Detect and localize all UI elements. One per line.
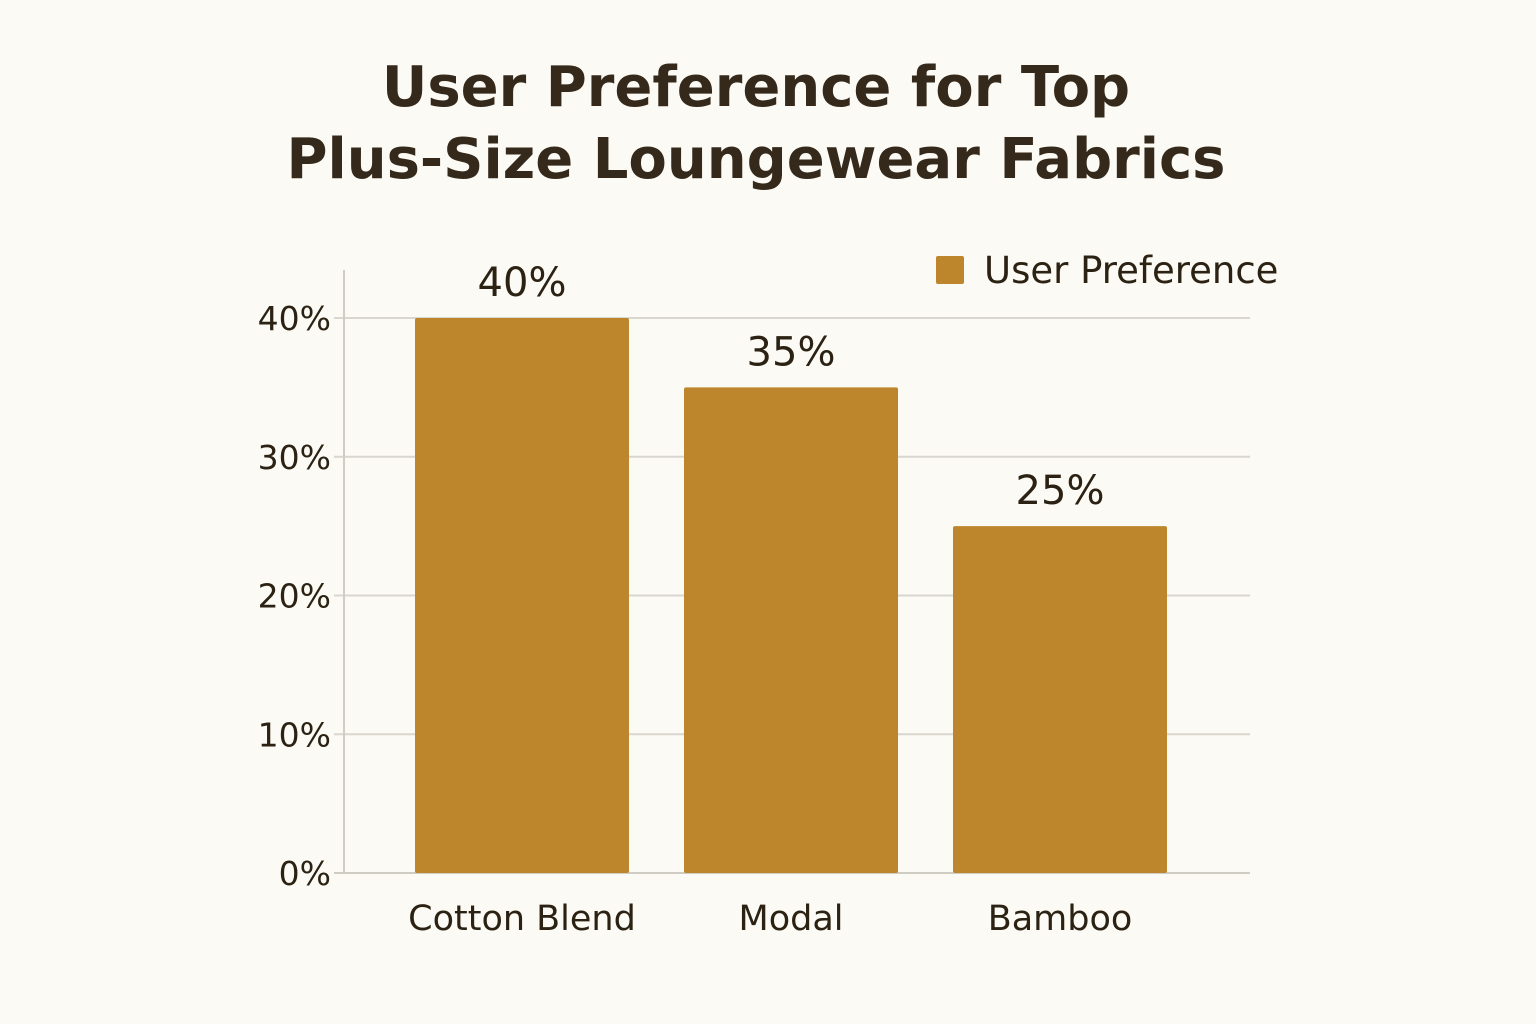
y-tick-label: 30%	[258, 438, 331, 477]
data-label: 35%	[747, 329, 836, 375]
chart-title-line-1: User Preference for Top	[381, 55, 1131, 120]
bar	[953, 526, 1167, 873]
data-label: 40%	[478, 260, 567, 306]
x-tick-label: Bamboo	[988, 899, 1133, 939]
x-tick-label: Cotton Blend	[408, 899, 636, 939]
bars	[415, 318, 1167, 873]
legend-label: User Preference	[984, 249, 1278, 292]
bar	[684, 387, 898, 873]
x-tick-label: Modal	[739, 899, 844, 939]
data-label: 25%	[1016, 468, 1105, 514]
y-tick-label: 40%	[258, 299, 331, 338]
chart-title-line-2: Plus-Size Loungewear Fabrics	[286, 127, 1226, 192]
labels: 0% 10% 20% 30% 40% 40% Cotton Blend 35% Modal 25%…	[258, 260, 1133, 939]
legend-swatch	[936, 256, 964, 284]
y-tick-label: 10%	[258, 715, 331, 754]
y-tick-label: 0%	[279, 854, 331, 893]
bar	[415, 318, 629, 873]
legend: User Preference	[936, 249, 1278, 292]
y-tick-label: 20%	[258, 577, 331, 616]
